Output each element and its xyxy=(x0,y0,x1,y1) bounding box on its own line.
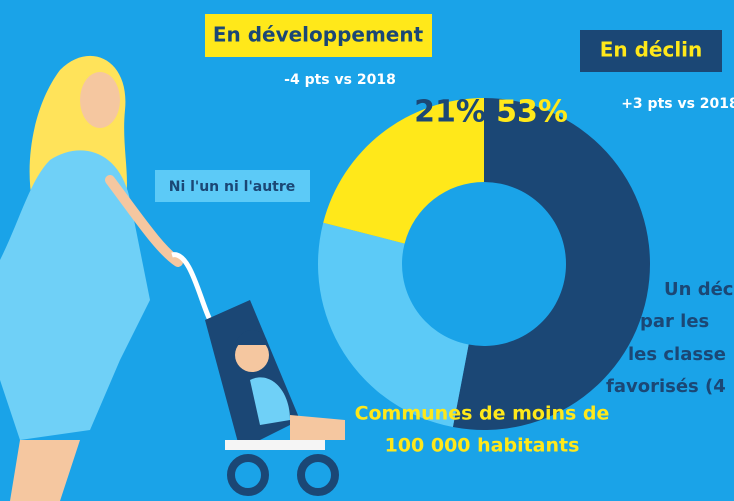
label-box xyxy=(205,14,432,57)
change-label: -4 pts vs 2018 xyxy=(284,72,396,88)
slice xyxy=(452,98,650,430)
side-text: les classe xyxy=(628,344,726,365)
label-box xyxy=(580,30,722,72)
slice xyxy=(318,222,469,428)
caption: Communes de moins de xyxy=(355,403,610,425)
caption: 100 000 habitants xyxy=(385,435,580,457)
side-text: Un déc xyxy=(664,279,733,300)
slice xyxy=(323,98,484,244)
category-label: Ni l'un ni l'autre xyxy=(169,179,296,195)
label-box xyxy=(155,170,310,202)
value-label: 21% xyxy=(414,95,486,130)
illustration xyxy=(0,55,345,501)
value-label: 53% xyxy=(496,95,568,130)
category-label: En développement xyxy=(213,23,424,47)
donut xyxy=(318,98,650,430)
change-label: +3 pts vs 2018 xyxy=(621,96,734,112)
side-text: favorisés (4 xyxy=(606,376,726,397)
side-text: par les xyxy=(640,311,709,332)
category-label: En déclin xyxy=(600,38,703,62)
